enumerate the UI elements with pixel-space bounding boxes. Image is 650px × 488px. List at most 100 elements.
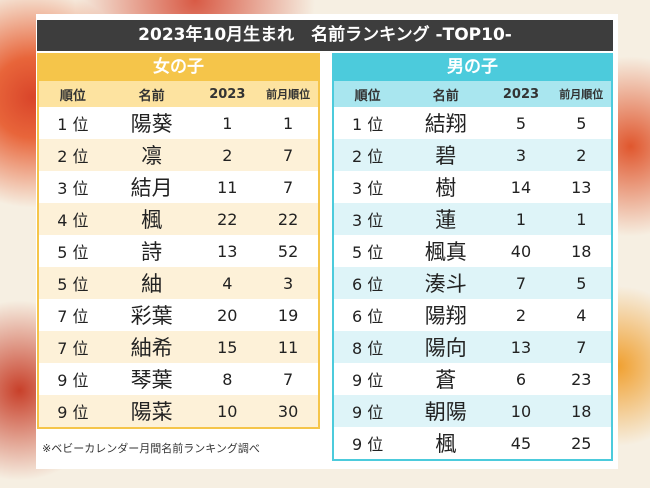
rank-cell: 4 位: [57, 211, 89, 230]
table-row: 5 位 楓真 40 18: [334, 235, 611, 267]
count-cell: 11: [217, 177, 238, 197]
table-row: 3 位 結月 11 7: [39, 171, 318, 203]
count-cell: 1: [515, 209, 527, 229]
table-row: 7 位 彩葉 20 19: [39, 299, 318, 331]
name-cell: 碧: [435, 144, 457, 168]
table-row: 4 位 楓 22 22: [39, 203, 318, 235]
prev-rank-cell: 19: [277, 305, 299, 325]
prev-rank-cell: 7: [283, 369, 294, 389]
count-cell: 8: [222, 369, 233, 389]
rank-cell: 7 位: [57, 339, 89, 358]
name-cell: 楓: [435, 432, 457, 456]
name-cell: 湊斗: [424, 272, 467, 296]
table-row: 1 位 陽葵 1 1: [39, 107, 318, 139]
rank-cell: 7 位: [57, 307, 89, 326]
header-year: 2023: [209, 86, 246, 102]
name-cell: 結翔: [424, 112, 467, 136]
header-rank: 順位: [354, 88, 381, 104]
count-cell: 6: [515, 369, 527, 389]
rank-cell: 6 位: [351, 275, 384, 294]
name-cell: 樹: [435, 176, 457, 200]
rank-cell: 3 位: [351, 179, 384, 198]
name-cell: 陽向: [424, 336, 467, 360]
prev-rank-cell: 18: [571, 401, 592, 421]
rank-cell: 5 位: [57, 275, 89, 294]
boys-heading: 男の子: [334, 53, 611, 81]
count-cell: 13: [217, 241, 238, 261]
prev-rank-cell: 52: [277, 241, 299, 261]
rank-cell: 5 位: [351, 243, 384, 262]
table-row: 2 位 碧 3 2: [334, 139, 611, 171]
prev-rank-cell: 4: [576, 305, 587, 325]
count-cell: 3: [515, 145, 527, 165]
prev-rank-cell: 3: [283, 273, 294, 293]
name-cell: 陽葵: [130, 112, 173, 136]
girls-heading: 女の子: [39, 53, 318, 81]
prev-rank-cell: 11: [277, 337, 299, 357]
count-cell: 2: [515, 305, 527, 325]
table-row: 3 位 蓮 1 1: [334, 203, 611, 235]
header-prev: 前月順位: [559, 88, 604, 101]
table-row: 8 位 陽向 13 7: [334, 331, 611, 363]
column-headers: 順位 名前 2023 前月順位: [334, 81, 611, 107]
name-cell: 陽菜: [130, 400, 173, 424]
rank-cell: 9 位: [351, 435, 384, 454]
name-cell: 楓真: [424, 240, 467, 264]
prev-rank-cell: 7: [283, 177, 294, 197]
count-cell: 45: [510, 433, 532, 453]
table-row: 9 位 蒼 6 23: [334, 363, 611, 395]
name-cell: 蒼: [435, 368, 457, 392]
rank-cell: 9 位: [57, 371, 89, 390]
name-cell: 琴葉: [130, 368, 173, 392]
header-rank: 順位: [59, 88, 86, 104]
table-row: 5 位 詩 13 52: [39, 235, 318, 267]
prev-rank-cell: 13: [571, 177, 592, 197]
table-row: 6 位 陽翔 2 4: [334, 299, 611, 331]
header-year: 2023: [502, 86, 540, 102]
count-cell: 13: [510, 337, 532, 357]
header-prev: 前月順位: [266, 88, 311, 101]
prev-rank-cell: 25: [571, 433, 592, 453]
table-row: 9 位 琴葉 8 7: [39, 363, 318, 395]
rank-cell: 9 位: [351, 371, 384, 390]
prev-rank-cell: 5: [576, 113, 587, 133]
header-name: 名前: [138, 88, 165, 104]
count-cell: 5: [515, 113, 527, 133]
table-row: 3 位 樹 14 13: [334, 171, 611, 203]
prev-rank-cell: 18: [571, 241, 592, 261]
table-row: 7 位 紬希 15 11: [39, 331, 318, 363]
table-row: 9 位 朝陽 10 18: [334, 395, 611, 427]
prev-rank-cell: 2: [576, 145, 587, 165]
page-title: 2023年10月生まれ 名前ランキング -TOP10-: [37, 20, 613, 51]
rank-cell: 1 位: [57, 115, 89, 134]
column-headers: 順位 名前 2023 前月順位: [39, 81, 318, 107]
name-cell: 蓮: [435, 208, 457, 232]
prev-rank-cell: 7: [576, 337, 587, 357]
rank-cell: 9 位: [351, 403, 384, 422]
prev-rank-cell: 30: [277, 401, 299, 421]
prev-rank-cell: 23: [571, 369, 592, 389]
count-cell: 4: [222, 273, 233, 293]
table-row: 1 位 結翔 5 5: [334, 107, 611, 139]
name-cell: 紬: [141, 272, 163, 296]
rank-cell: 3 位: [57, 179, 89, 198]
name-cell: 結月: [130, 176, 173, 200]
prev-rank-cell: 5: [576, 273, 587, 293]
prev-rank-cell: 1: [283, 113, 294, 133]
count-cell: 20: [217, 305, 238, 325]
prev-rank-cell: 1: [576, 209, 587, 229]
count-cell: 15: [217, 337, 238, 357]
rank-cell: 2 位: [57, 147, 89, 166]
name-cell: 楓: [141, 208, 163, 232]
count-cell: 2: [222, 145, 233, 165]
rank-cell: 6 位: [351, 307, 384, 326]
count-cell: 40: [510, 241, 532, 261]
name-cell: 紬希: [130, 336, 173, 360]
count-cell: 1: [222, 113, 233, 133]
table-row: 2 位 凛 2 7: [39, 139, 318, 171]
rank-cell: 2 位: [351, 147, 384, 166]
name-cell: 朝陽: [424, 400, 467, 424]
count-cell: 10: [510, 401, 532, 421]
rank-cell: 3 位: [351, 211, 384, 230]
